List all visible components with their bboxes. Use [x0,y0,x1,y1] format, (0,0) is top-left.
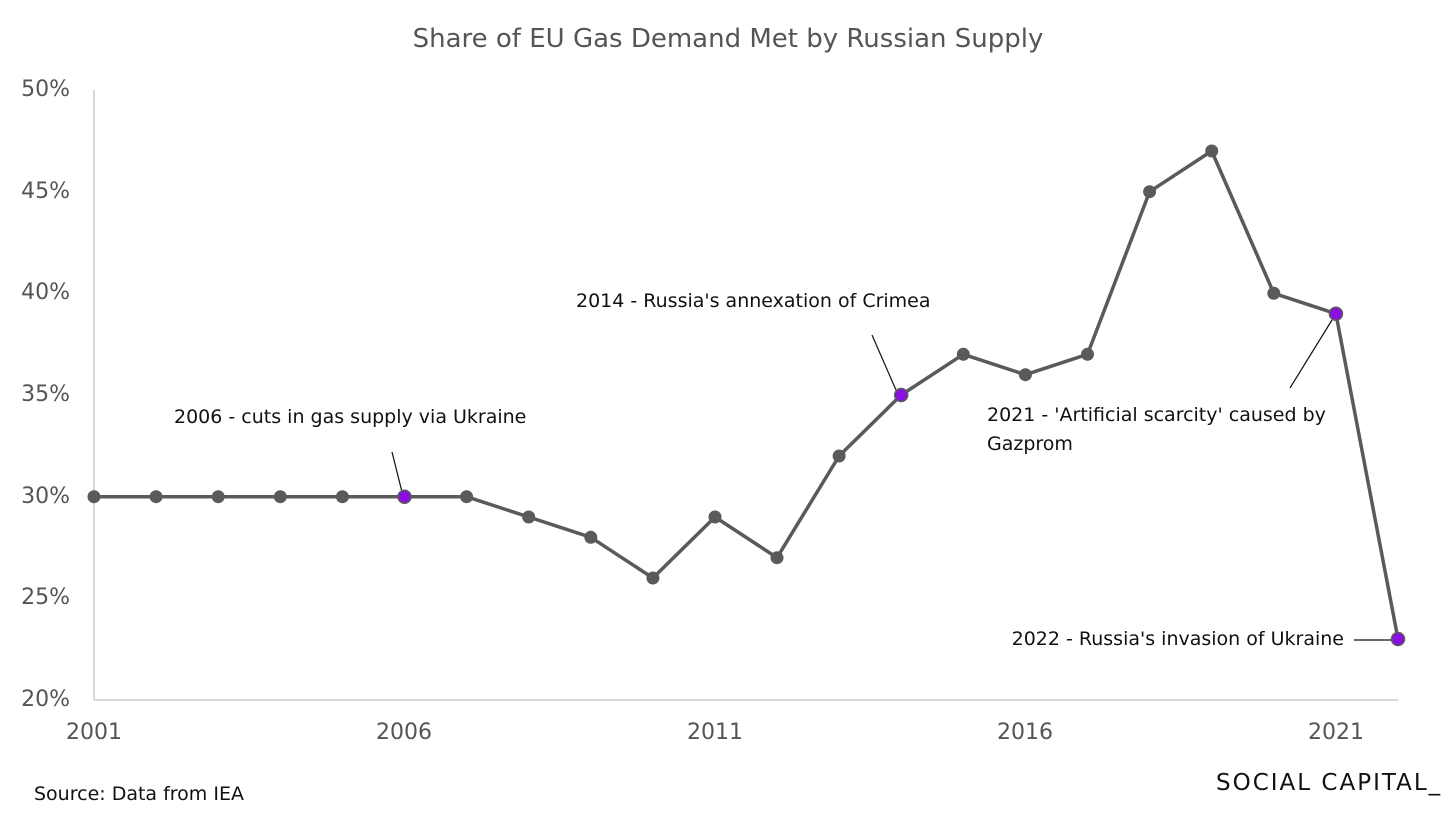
y-tick-label: 50% [21,77,70,102]
highlight-point-2022 [1390,631,1406,647]
y-tick-labels: 20% 25% 30% 35% 40% 45% 50% [21,77,70,712]
annotation-2006: 2006 - cuts in gas supply via Ukraine [174,406,526,428]
y-tick-label: 25% [21,585,70,610]
annotation-2014: 2014 - Russia's annexation of Crimea [576,290,931,312]
annotation-2021-line2: Gazprom [987,433,1073,455]
x-tick-label: 2006 [376,720,432,745]
data-point-2007 [460,490,474,504]
data-point-2018 [1143,185,1157,199]
chart-title: Share of EU Gas Demand Met by Russian Su… [413,24,1044,54]
highlight-point-2021 [1328,306,1344,321]
y-tick-label: 20% [21,687,70,712]
annotation-leader-2014 [871,334,897,391]
x-tick-labels: 2001 2006 2011 2016 2021 [66,720,1364,745]
data-point-2005 [335,490,349,504]
annotation-leader-2021 [1289,319,1333,389]
data-point-2013 [832,449,846,463]
data-point-2012 [770,551,784,565]
data-point-2001 [87,490,101,504]
data-point-2008 [522,510,536,524]
highlight-point-2006 [397,489,412,504]
brand-logo: SOCIAL CAPITAL_ [1216,770,1442,796]
source-note: Source: Data from IEA [34,783,244,805]
data-point-2016 [1018,368,1032,382]
annotation-2021-line1: 2021 - 'Artificial scarcity' caused by [987,404,1326,426]
x-tick-label: 2016 [997,720,1053,745]
y-tick-label: 45% [21,179,70,204]
data-point-2019 [1205,144,1219,158]
data-point-2004 [273,490,287,504]
annotation-leader-2006 [391,451,403,493]
y-tick-label: 30% [21,484,70,509]
x-tick-label: 2021 [1308,720,1364,745]
x-tick-label: 2011 [687,720,743,745]
x-tick-label: 2001 [66,720,122,745]
y-tick-label: 35% [21,382,70,407]
data-point-2015 [956,347,970,361]
data-point-2002 [149,490,163,504]
data-point-2009 [584,530,598,544]
data-point-2010 [646,571,660,585]
series-line [94,149,1400,640]
y-tick-label: 40% [21,280,70,305]
data-point-2003 [211,490,225,504]
annotation-2022: 2022 - Russia's invasion of Ukraine [1012,628,1344,650]
data-point-2020 [1267,286,1281,300]
data-point-2017 [1081,347,1094,361]
data-point-2011 [708,510,722,524]
series-layer [87,144,1406,647]
highlight-point-2014 [893,387,909,403]
